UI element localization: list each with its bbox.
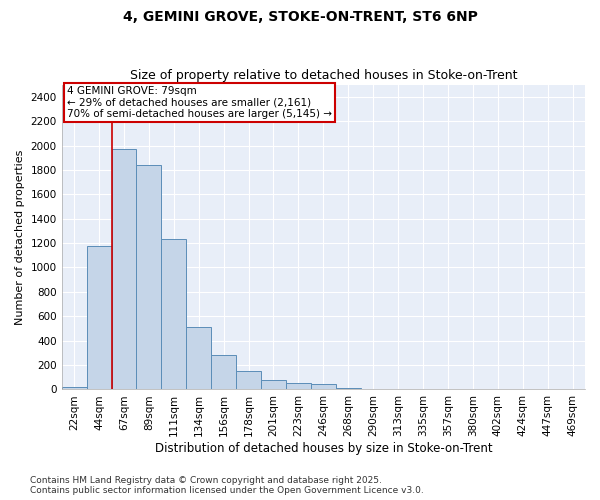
Text: 4, GEMINI GROVE, STOKE-ON-TRENT, ST6 6NP: 4, GEMINI GROVE, STOKE-ON-TRENT, ST6 6NP — [122, 10, 478, 24]
Bar — [136, 165, 161, 390]
Y-axis label: Number of detached properties: Number of detached properties — [15, 150, 25, 324]
Text: 4 GEMINI GROVE: 79sqm
← 29% of detached houses are smaller (2,161)
70% of semi-d: 4 GEMINI GROVE: 79sqm ← 29% of detached … — [67, 86, 332, 120]
Bar — [62, 387, 86, 390]
Bar — [261, 380, 286, 390]
Bar — [361, 389, 386, 390]
Bar — [236, 370, 261, 390]
Bar — [286, 384, 311, 390]
Bar — [336, 388, 361, 390]
Title: Size of property relative to detached houses in Stoke-on-Trent: Size of property relative to detached ho… — [130, 69, 517, 82]
Bar — [186, 328, 211, 390]
Bar — [86, 246, 112, 390]
Bar — [161, 240, 186, 390]
Text: Contains HM Land Registry data © Crown copyright and database right 2025.
Contai: Contains HM Land Registry data © Crown c… — [30, 476, 424, 495]
X-axis label: Distribution of detached houses by size in Stoke-on-Trent: Distribution of detached houses by size … — [155, 442, 492, 455]
Bar — [211, 356, 236, 390]
Bar — [311, 384, 336, 390]
Bar — [112, 149, 136, 390]
